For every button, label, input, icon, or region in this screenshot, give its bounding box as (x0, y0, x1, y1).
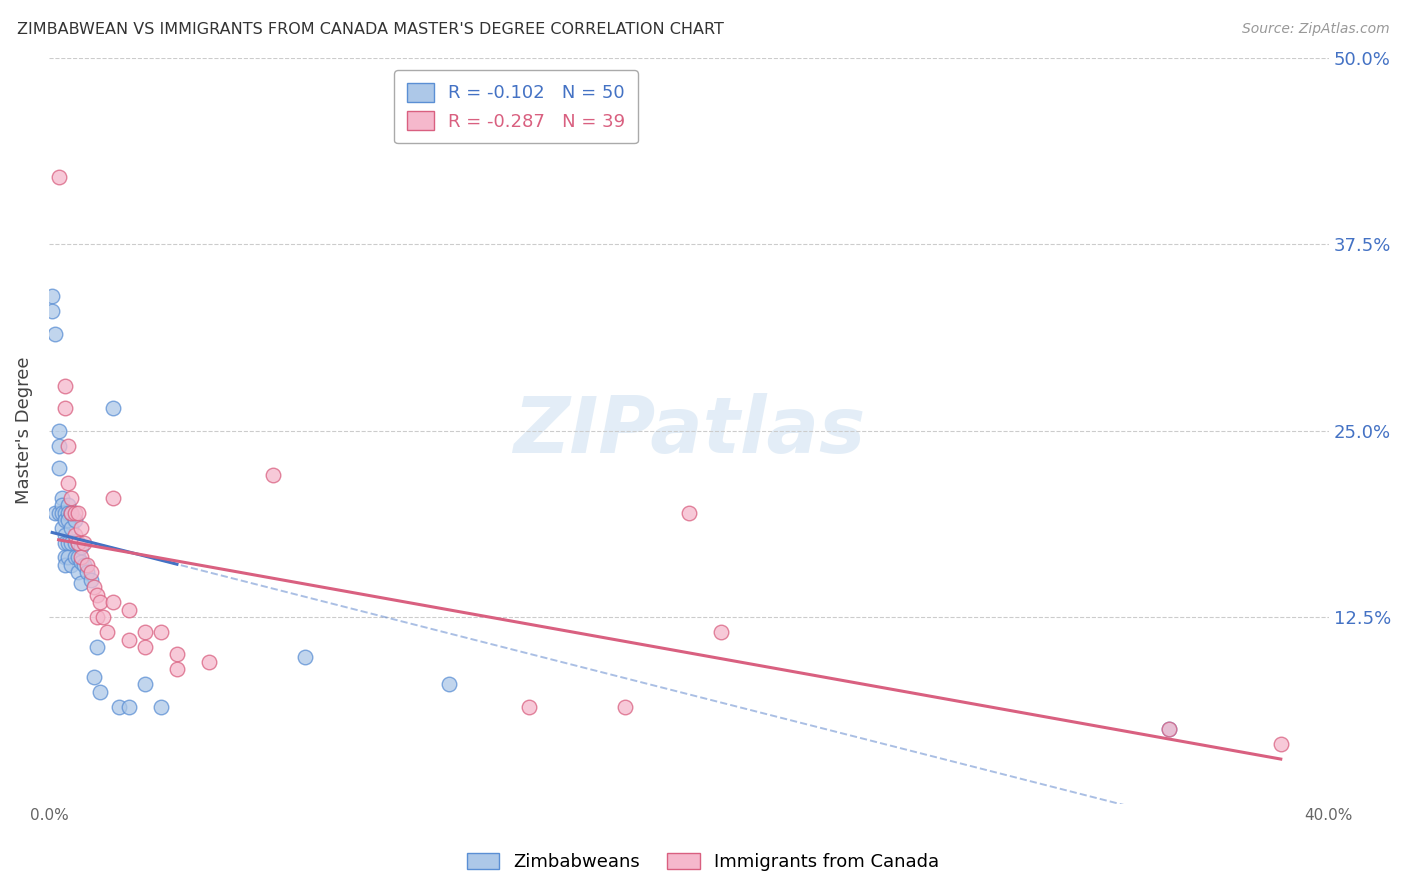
Point (86, 610, 108, 624)
Point (66, 535, 89, 549)
Point (86, 640, 108, 654)
Text: ZIPatlas: ZIPatlas (513, 392, 865, 468)
Point (101, 401, 124, 416)
Point (53, 558, 76, 572)
Point (53, 528, 76, 542)
Point (60, 521, 83, 535)
Point (294, 650, 316, 665)
Point (63, 528, 86, 542)
Point (118, 699, 141, 714)
Point (48, 461, 70, 475)
Point (1157, 722, 1180, 736)
Point (53, 379, 76, 393)
Point (56, 475, 79, 490)
Point (198, 655, 221, 669)
Point (710, 625, 733, 640)
Point (41, 289, 63, 303)
Point (56, 550, 79, 565)
Point (44, 326, 66, 341)
Point (108, 699, 131, 714)
Point (63, 513, 86, 527)
Point (1157, 722, 1180, 736)
Point (53, 401, 76, 416)
Point (79, 573, 101, 587)
Point (48, 169, 70, 184)
Point (93, 610, 115, 624)
Text: Source: ZipAtlas.com: Source: ZipAtlas.com (1241, 22, 1389, 37)
Point (613, 699, 636, 714)
Point (83, 670, 105, 684)
Point (101, 595, 124, 609)
Point (48, 506, 70, 520)
Point (48, 424, 70, 438)
Point (118, 632, 141, 647)
Point (63, 535, 86, 549)
Point (53, 513, 76, 527)
Point (166, 648, 188, 662)
Point (70, 521, 93, 535)
Point (56, 535, 79, 549)
Point (51, 498, 73, 512)
Point (79, 566, 101, 580)
Point (56, 498, 79, 512)
Point (51, 506, 73, 520)
Point (678, 506, 700, 520)
Point (73, 558, 96, 572)
Point (53, 550, 76, 565)
Point (48, 439, 70, 453)
Point (60, 535, 83, 549)
Point (166, 662, 188, 676)
Point (70, 540, 93, 554)
Point (262, 468, 284, 483)
Point (66, 535, 89, 549)
Point (118, 602, 141, 616)
Point (70, 550, 93, 565)
Point (63, 506, 86, 520)
Point (41, 304, 63, 318)
Point (86, 588, 108, 602)
Point (51, 491, 73, 505)
Point (83, 580, 105, 594)
Point (1270, 737, 1292, 751)
Legend: Zimbabweans, Immigrants from Canada: Zimbabweans, Immigrants from Canada (460, 846, 946, 879)
Point (89, 684, 111, 698)
Point (76, 558, 98, 572)
Point (101, 491, 124, 505)
Point (66, 506, 89, 520)
Point (134, 625, 156, 640)
Point (149, 625, 172, 640)
Point (96, 625, 118, 640)
Point (60, 506, 83, 520)
Point (76, 566, 98, 580)
Point (44, 506, 66, 520)
Point (56, 506, 79, 520)
Point (56, 513, 79, 527)
Point (70, 575, 93, 590)
Text: ZIMBABWEAN VS IMMIGRANTS FROM CANADA MASTER'S DEGREE CORRELATION CHART: ZIMBABWEAN VS IMMIGRANTS FROM CANADA MAS… (17, 22, 724, 37)
Y-axis label: Master's Degree: Master's Degree (15, 357, 32, 504)
Legend: R = -0.102   N = 50, R = -0.287   N = 39: R = -0.102 N = 50, R = -0.287 N = 39 (394, 70, 638, 144)
Point (66, 566, 89, 580)
Point (60, 506, 83, 520)
Point (53, 506, 76, 520)
Point (60, 491, 83, 505)
Point (63, 550, 86, 565)
Point (70, 555, 93, 569)
Point (73, 535, 96, 549)
Point (56, 439, 79, 453)
Point (53, 535, 76, 549)
Point (51, 521, 73, 535)
Point (134, 640, 156, 654)
Point (517, 699, 540, 714)
Point (134, 677, 156, 691)
Point (437, 677, 460, 691)
Point (89, 595, 111, 609)
Point (66, 550, 89, 565)
Point (60, 558, 83, 572)
Point (149, 699, 172, 714)
